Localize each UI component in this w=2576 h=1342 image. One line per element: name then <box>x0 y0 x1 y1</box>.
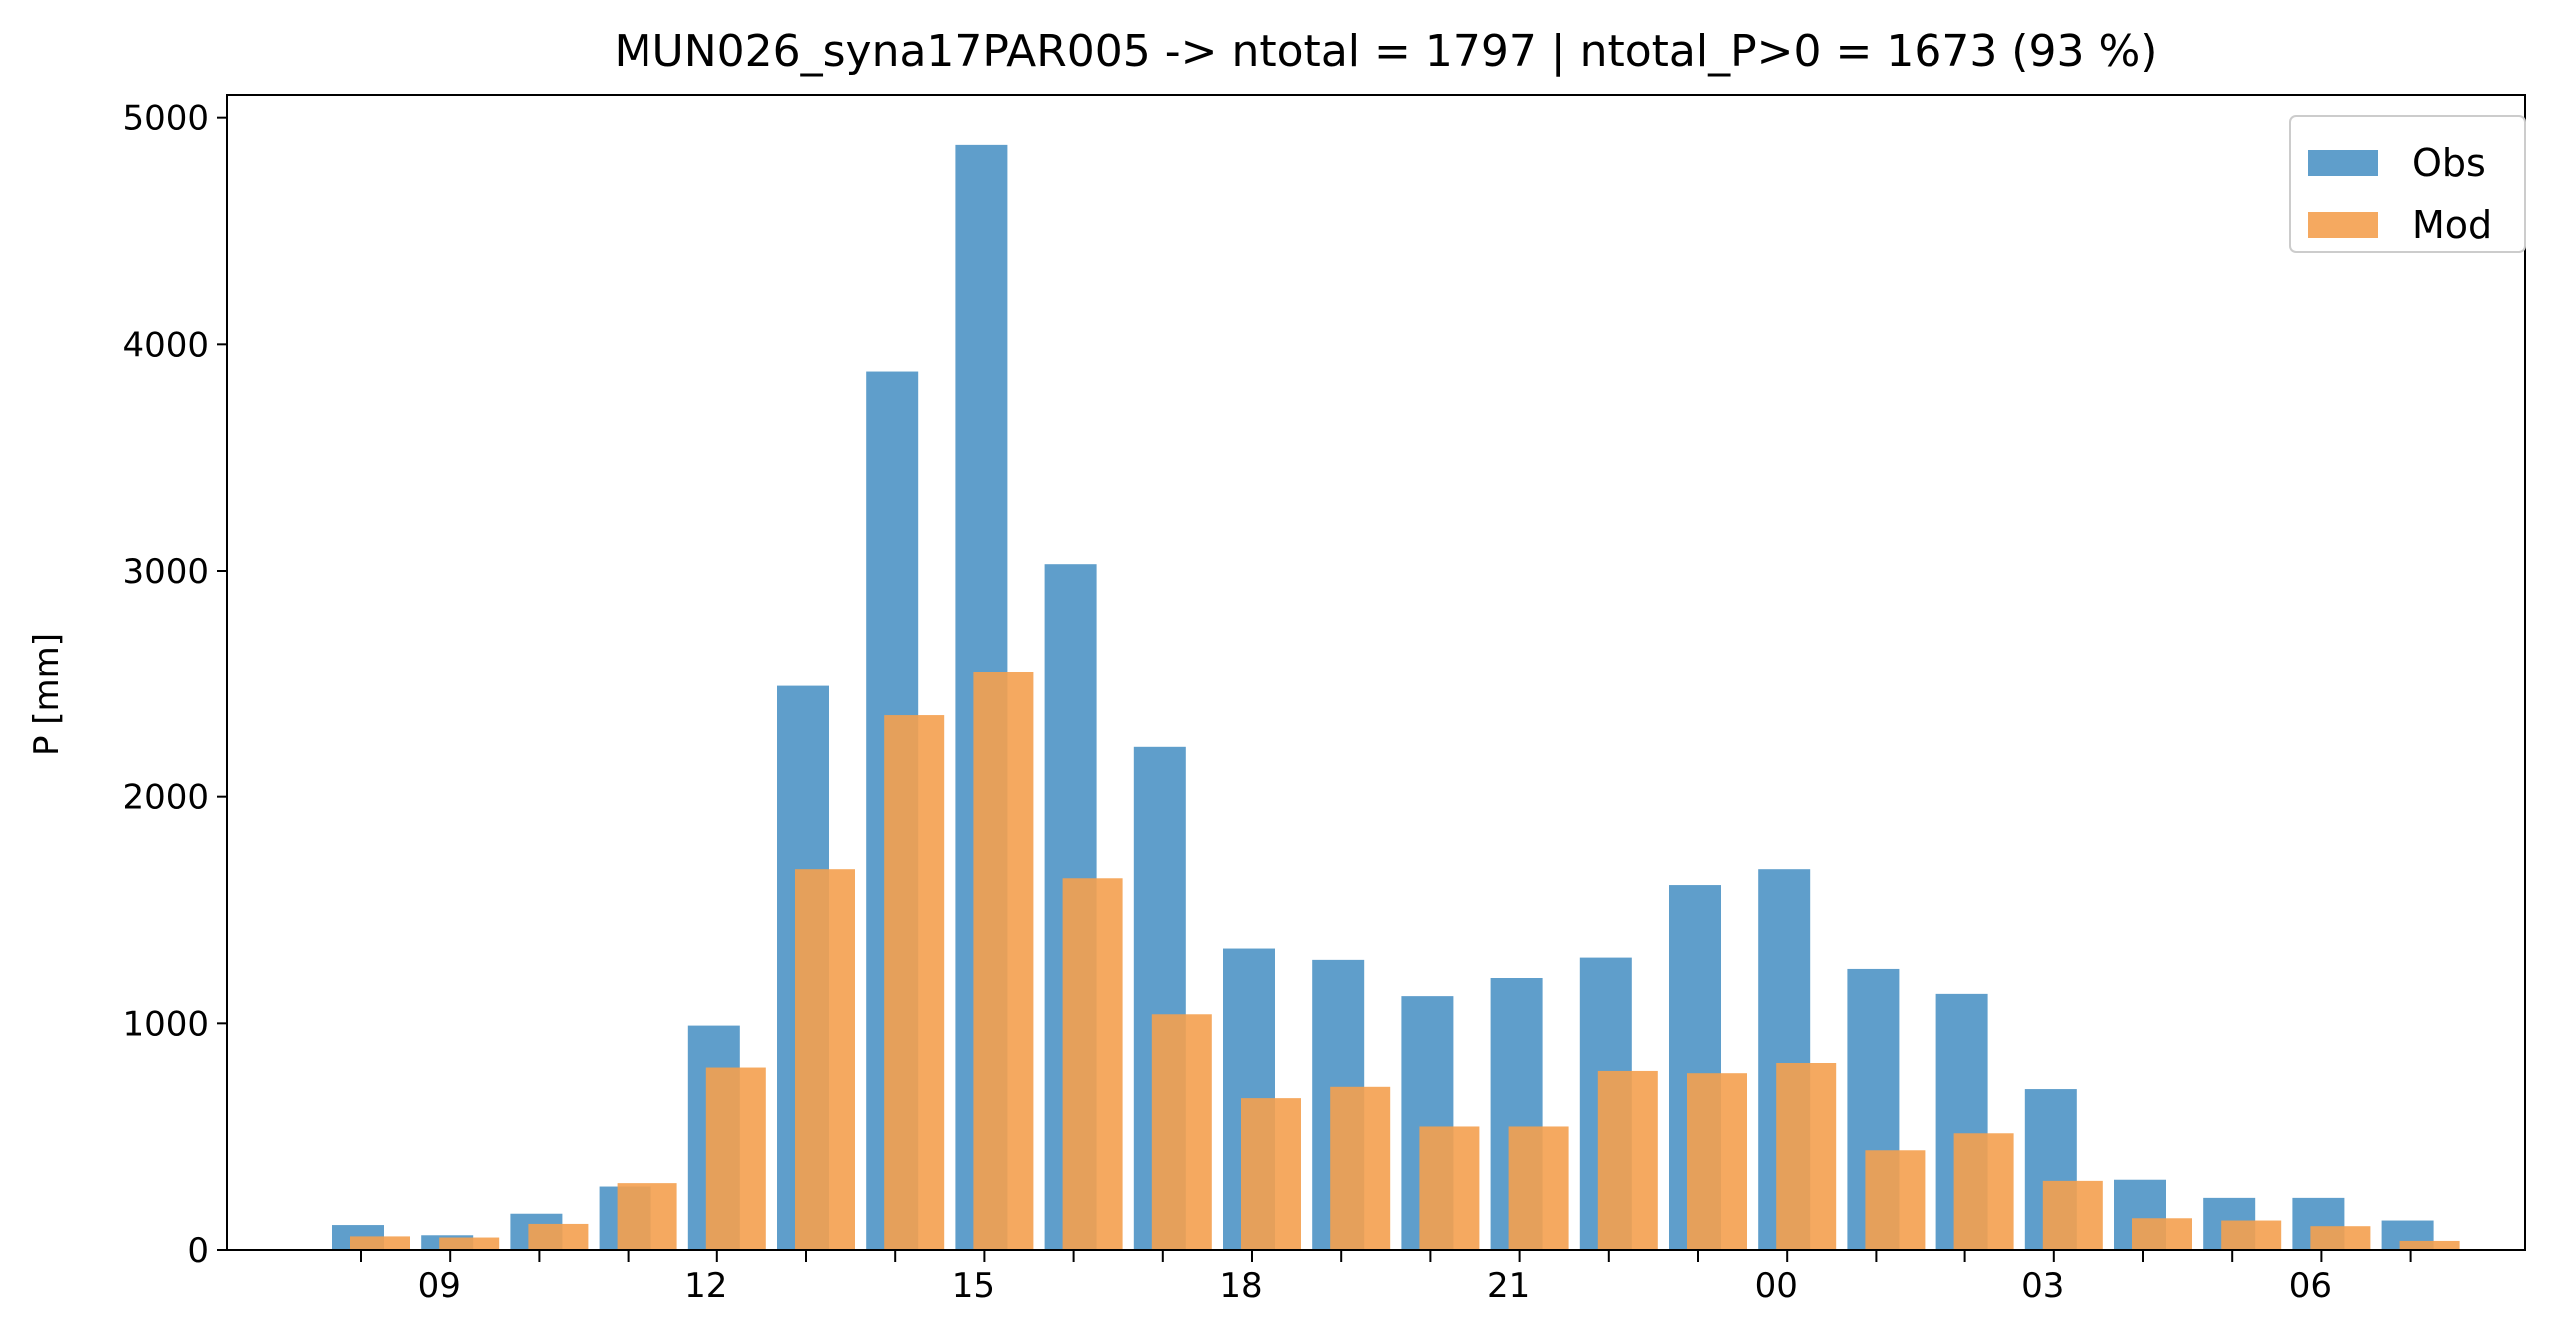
bar-mod-07 <box>2399 1240 2460 1250</box>
x-tick-label: 00 <box>1755 1266 1798 1306</box>
y-tick-label: 0 <box>187 1231 209 1271</box>
bar-mod-03 <box>2042 1180 2103 1250</box>
bar-mod-10 <box>528 1223 589 1250</box>
y-tick-label: 1000 <box>122 1004 209 1044</box>
legend-swatch-obs <box>2308 150 2378 176</box>
y-tick-label: 2000 <box>122 778 209 818</box>
legend-swatch-mod <box>2308 212 2378 238</box>
bars-layer <box>332 144 2460 1250</box>
bar-mod-17 <box>1151 1014 1212 1250</box>
bar-mod-05 <box>2221 1220 2282 1250</box>
x-tick-label: 12 <box>684 1266 727 1306</box>
bar-mod-19 <box>1330 1086 1391 1250</box>
bar-mod-15 <box>973 672 1034 1250</box>
bar-mod-02 <box>1953 1133 2014 1250</box>
x-tick-label: 21 <box>1487 1266 1530 1306</box>
legend-label-obs: Obs <box>2412 141 2486 185</box>
x-tick-label: 03 <box>2021 1266 2064 1306</box>
bar-mod-01 <box>1865 1150 1926 1250</box>
bar-mod-16 <box>1062 878 1123 1250</box>
x-tick-label: 18 <box>1219 1266 1262 1306</box>
bar-mod-11 <box>617 1183 677 1250</box>
bar-mod-23 <box>1687 1073 1747 1250</box>
axes-layer: 0 1000 2000 3000 4000 5000 09 12 15 18 21 00 03 06 <box>122 94 2526 1306</box>
y-tick-label: 3000 <box>122 552 209 592</box>
y-axis-label: P [mm] <box>27 633 67 756</box>
bar-mod-13 <box>795 869 855 1250</box>
bar-mod-22 <box>1597 1070 1658 1250</box>
bar-mod-12 <box>705 1067 766 1250</box>
chart-title: MUN026_syna17PAR005 -> ntotal = 1797 | n… <box>615 26 2158 77</box>
x-tick-label: 09 <box>418 1266 461 1306</box>
bar-mod-08 <box>350 1236 410 1250</box>
bar-mod-18 <box>1241 1098 1301 1250</box>
x-tick-label: 15 <box>952 1266 995 1306</box>
bar-mod-20 <box>1419 1126 1480 1250</box>
bar-mod-09 <box>439 1237 500 1250</box>
bar-mod-06 <box>2310 1226 2371 1250</box>
legend: Obs Mod <box>2289 115 2526 253</box>
x-tick-label: 06 <box>2289 1266 2332 1306</box>
bar-mod-04 <box>2132 1218 2192 1250</box>
bar-mod-00 <box>1776 1063 1837 1250</box>
plot-frame <box>226 94 2526 1251</box>
y-tick-label: 5000 <box>122 99 209 139</box>
bar-mod-14 <box>884 715 945 1250</box>
y-tick-label: 4000 <box>122 325 209 365</box>
bar-mod-21 <box>1508 1126 1569 1250</box>
legend-label-mod: Mod <box>2412 203 2492 247</box>
